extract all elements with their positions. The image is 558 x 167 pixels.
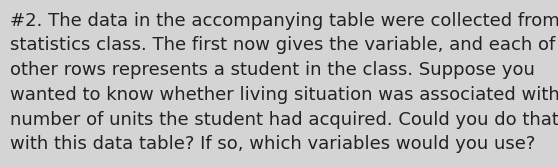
Text: #2. The data in the accompanying table were collected from a
statistics class. T: #2. The data in the accompanying table w… xyxy=(10,12,558,153)
